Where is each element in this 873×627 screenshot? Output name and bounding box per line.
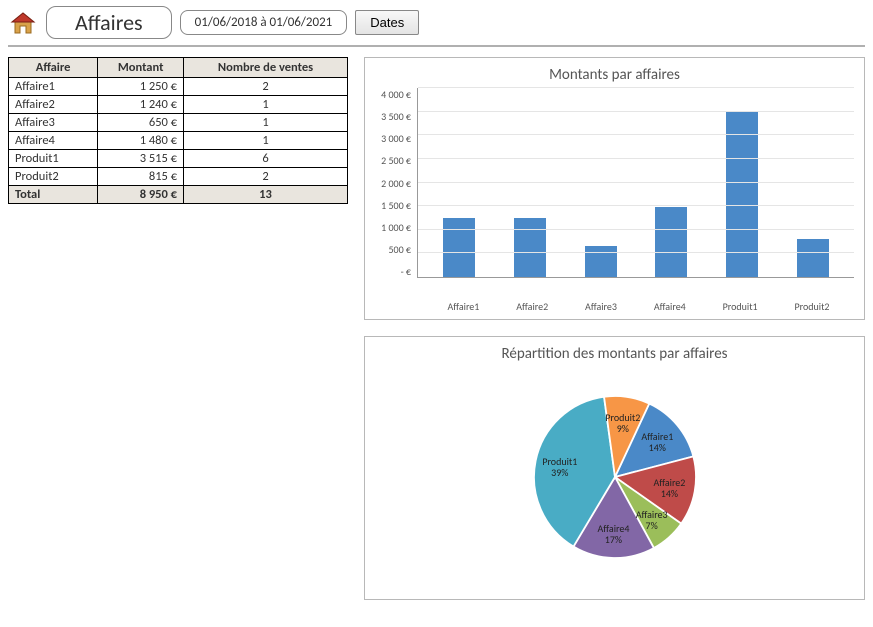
page-title: Affaires <box>46 6 172 39</box>
grid-line <box>418 87 854 88</box>
bar-chart-panel: Montants par affaires - € 500 € 1 000 € 1 5… <box>364 57 865 320</box>
bar <box>514 218 546 277</box>
pie-slice-label: Affaire417% <box>591 523 635 545</box>
table-total-row: Total8 950 €13 <box>9 186 348 204</box>
table-row: Produit2815 €2 <box>9 168 348 186</box>
x-tick-label: Affaire3 <box>585 300 617 313</box>
cell-total-montant: 8 950 € <box>98 186 184 204</box>
pie-slice-label: Affaire37% <box>630 509 674 531</box>
affaires-table: Affaire Montant Nombre de ventes Affaire… <box>8 57 348 204</box>
cell-total-label: Total <box>9 186 98 204</box>
cell-montant: 3 515 € <box>98 150 184 168</box>
y-tick-label: 2 500 € <box>375 154 411 167</box>
cell-montant: 815 € <box>98 168 184 186</box>
col-ventes: Nombre de ventes <box>184 58 348 78</box>
cell-affaire: Affaire1 <box>9 78 98 96</box>
cell-ventes: 1 <box>184 132 348 150</box>
cell-ventes: 1 <box>184 96 348 114</box>
grid-line <box>418 182 854 183</box>
home-icon <box>10 10 36 36</box>
grid-line <box>418 252 854 253</box>
y-tick-label: 2 000 € <box>375 177 411 190</box>
pie-chart: Affaire114% Affaire214% Affaire37%Affaire4… <box>505 377 725 577</box>
table-header-row: Affaire Montant Nombre de ventes <box>9 58 348 78</box>
x-tick-label: Affaire2 <box>516 300 548 313</box>
pie-slice-label: Affaire114% <box>635 431 679 453</box>
toolbar: Affaires 01/06/2018 à 01/06/2021 Dates <box>8 6 865 47</box>
col-montant: Montant <box>98 58 184 78</box>
bar-chart-bars <box>418 88 854 277</box>
cell-ventes: 6 <box>184 150 348 168</box>
dates-button[interactable]: Dates <box>355 10 419 35</box>
pie-chart-wrap: Affaire114% Affaire214% Affaire37%Affaire4… <box>375 367 854 593</box>
grid-line <box>418 134 854 135</box>
grid-line <box>418 158 854 159</box>
cell-affaire: Produit2 <box>9 168 98 186</box>
pie-slice-label: Produit29% <box>601 412 645 434</box>
bar-chart-title: Montants par affaires <box>375 66 854 84</box>
table-row: Affaire41 480 €1 <box>9 132 348 150</box>
y-tick-label: 3 000 € <box>375 132 411 145</box>
bar-chart: - € 500 € 1 000 € 1 500 € 2 000 € 2 500 € 3 00… <box>375 88 854 298</box>
cell-ventes: 2 <box>184 168 348 186</box>
pie-slice-label: Affaire214% <box>647 477 691 499</box>
y-tick-label: 4 000 € <box>375 88 411 101</box>
cell-montant: 650 € <box>98 114 184 132</box>
pie-slice-label: Produit139% <box>538 456 582 478</box>
bar-chart-y-axis: - € 500 € 1 000 € 1 500 € 2 000 € 2 500 € 3 00… <box>375 88 417 278</box>
y-tick-label: 3 500 € <box>375 110 411 123</box>
table-row: Affaire3650 €1 <box>9 114 348 132</box>
table-row: Affaire21 240 €1 <box>9 96 348 114</box>
grid-line <box>418 111 854 112</box>
pie-chart-title: Répartition des montants par affaires <box>375 345 854 363</box>
charts-column: Montants par affaires - € 500 € 1 000 € 1 5… <box>364 57 865 600</box>
y-tick-label: 500 € <box>375 243 411 256</box>
bar <box>797 239 829 278</box>
grid-line <box>418 229 854 230</box>
col-affaire: Affaire <box>9 58 98 78</box>
table-row: Affaire11 250 €2 <box>9 78 348 96</box>
x-tick-label: Affaire4 <box>654 300 686 313</box>
y-tick-label: 1 500 € <box>375 199 411 212</box>
x-tick-label: Produit2 <box>795 300 830 313</box>
date-range-display: 01/06/2018 à 01/06/2021 <box>180 10 348 35</box>
pie-chart-panel: Répartition des montants par affaires Af… <box>364 336 865 600</box>
home-button[interactable] <box>8 8 38 38</box>
cell-affaire: Affaire4 <box>9 132 98 150</box>
cell-affaire: Affaire2 <box>9 96 98 114</box>
y-tick-label: - € <box>375 265 411 278</box>
cell-ventes: 1 <box>184 114 348 132</box>
x-tick-label: Affaire1 <box>447 300 479 313</box>
main-content: Affaire Montant Nombre de ventes Affaire… <box>8 57 865 600</box>
x-tick-label: Produit1 <box>723 300 758 313</box>
table-row: Produit13 515 €6 <box>9 150 348 168</box>
y-tick-label: 1 000 € <box>375 221 411 234</box>
affaires-table-wrap: Affaire Montant Nombre de ventes Affaire… <box>8 57 348 204</box>
cell-affaire: Affaire3 <box>9 114 98 132</box>
cell-montant: 1 250 € <box>98 78 184 96</box>
grid-line <box>418 205 854 206</box>
bar <box>655 207 687 277</box>
bar <box>443 218 475 277</box>
cell-montant: 1 240 € <box>98 96 184 114</box>
bar-chart-plot <box>417 88 854 278</box>
cell-affaire: Produit1 <box>9 150 98 168</box>
bar <box>585 246 617 277</box>
cell-montant: 1 480 € <box>98 132 184 150</box>
cell-total-ventes: 13 <box>184 186 348 204</box>
bar-chart-x-labels: Affaire1 Affaire2 Affaire3 Affaire4 Produit1… <box>423 298 854 313</box>
cell-ventes: 2 <box>184 78 348 96</box>
